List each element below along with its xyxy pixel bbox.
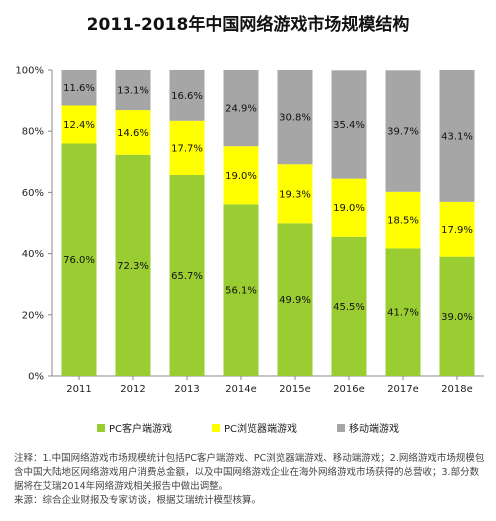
x-tick-label: 2014e xyxy=(225,384,257,395)
legend-swatch xyxy=(337,423,346,432)
y-tick-label: 60% xyxy=(22,188,44,199)
x-tick-label: 2017e xyxy=(387,384,419,395)
x-tick-label: 2013 xyxy=(174,384,199,395)
data-label: 49.9% xyxy=(279,295,311,306)
bar-segment-3 xyxy=(115,70,151,111)
legend-item: PC浏览器端游戏 xyxy=(212,420,297,435)
bar-segment-1 xyxy=(169,174,205,376)
bar-segment-3 xyxy=(61,70,97,106)
x-tick-label: 2015e xyxy=(279,384,311,395)
bar-segment-1 xyxy=(439,256,475,376)
bar-segment-2 xyxy=(277,164,313,224)
data-label: 17.9% xyxy=(441,225,473,236)
bar-segment-3 xyxy=(331,70,367,179)
legend-item: PC客户端游戏 xyxy=(96,420,172,435)
data-label: 19.0% xyxy=(333,203,365,214)
bar-segment-3 xyxy=(277,70,313,165)
bar-segment-1 xyxy=(277,223,313,376)
y-tick-label: 20% xyxy=(22,310,44,321)
bar-segment-1 xyxy=(115,154,151,376)
chart-legend: PC客户端游戏 PC浏览器端游戏 移动端游戏 xyxy=(0,420,496,435)
y-tick-label: 80% xyxy=(22,127,44,138)
data-label: 35.4% xyxy=(333,120,365,131)
bar-segment-3 xyxy=(439,70,475,202)
data-label: 39.0% xyxy=(441,312,473,323)
data-label: 12.4% xyxy=(63,120,95,131)
data-label: 76.0% xyxy=(63,255,95,266)
data-label: 56.1% xyxy=(225,286,257,297)
source-text: 来源：综合企业财报及专家访谈，根据艾瑞统计模型核算。 xyxy=(14,495,262,506)
data-label: 18.5% xyxy=(387,216,419,227)
legend-label: PC客户端游戏 xyxy=(108,424,172,435)
data-label: 24.9% xyxy=(225,104,257,115)
chart-bars: 76.0% 12.4% 11.6% 72.3% 14.6% 13.1% 65.7% 17.7%… xyxy=(61,70,475,376)
y-tick-label: 40% xyxy=(22,249,44,260)
chart-notes: 注释：1.中国网络游戏市场规模统计包括PC客户端游戏、PC浏览器端游戏、移动端游… xyxy=(14,452,488,508)
data-label: 19.3% xyxy=(279,189,311,200)
bar-segment-2 xyxy=(223,146,259,205)
x-tick-label: 2012 xyxy=(120,384,145,395)
data-label: 19.0% xyxy=(225,171,257,182)
note-text: 注释：1.中国网络游戏市场规模统计包括PC客户端游戏、PC浏览器端游戏、移动端游… xyxy=(14,453,485,492)
data-label: 17.7% xyxy=(171,143,203,154)
bar-segment-2 xyxy=(331,178,367,237)
y-tick-label: 100% xyxy=(15,66,44,77)
data-label: 43.1% xyxy=(441,131,473,142)
legend-swatch xyxy=(212,423,220,432)
legend-label: PC浏览器端游戏 xyxy=(224,424,298,435)
bar-segment-1 xyxy=(385,248,421,376)
chart-axes: 0% 20% 40% 60% 80% 100% 2011 2012 2013 2014e 2015e… xyxy=(15,66,484,395)
x-tick-label: 2011 xyxy=(66,384,91,395)
bar-segment-3 xyxy=(169,70,205,121)
bar-segment-1 xyxy=(61,143,97,376)
data-label: 30.8% xyxy=(279,113,311,124)
legend-label: 移动端游戏 xyxy=(349,424,400,435)
data-label: 41.7% xyxy=(387,308,419,319)
x-tick-label: 2016e xyxy=(333,384,365,395)
legend-item: 移动端游戏 xyxy=(337,420,399,435)
bar-segment-2 xyxy=(61,105,97,144)
bar-segment-1 xyxy=(331,236,367,376)
y-tick-label: 0% xyxy=(28,372,44,383)
chart-title: 2011-2018年中国网络游戏市场规模结构 xyxy=(86,15,410,35)
bar-segment-2 xyxy=(169,120,205,175)
stacked-bar-chart: 0% 20% 40% 60% 80% 100% 2011 2012 2013 2014e 2015e… xyxy=(15,66,484,395)
bar-segment-1 xyxy=(223,204,259,376)
data-label: 72.3% xyxy=(117,261,149,272)
bar-segment-2 xyxy=(385,191,421,249)
data-label: 65.7% xyxy=(171,271,203,282)
bar-segment-3 xyxy=(223,70,259,147)
bar-segment-2 xyxy=(439,201,475,257)
legend-swatch xyxy=(96,423,105,432)
data-label: 13.1% xyxy=(117,86,149,97)
data-label: 11.6% xyxy=(63,83,95,94)
bar-segment-2 xyxy=(115,110,151,155)
data-label: 39.7% xyxy=(387,127,419,138)
data-label: 14.6% xyxy=(117,128,149,139)
data-label: 16.6% xyxy=(171,91,203,102)
bar-segment-3 xyxy=(385,70,421,192)
x-tick-label: 2018e xyxy=(441,384,473,395)
data-label: 45.5% xyxy=(333,302,365,313)
